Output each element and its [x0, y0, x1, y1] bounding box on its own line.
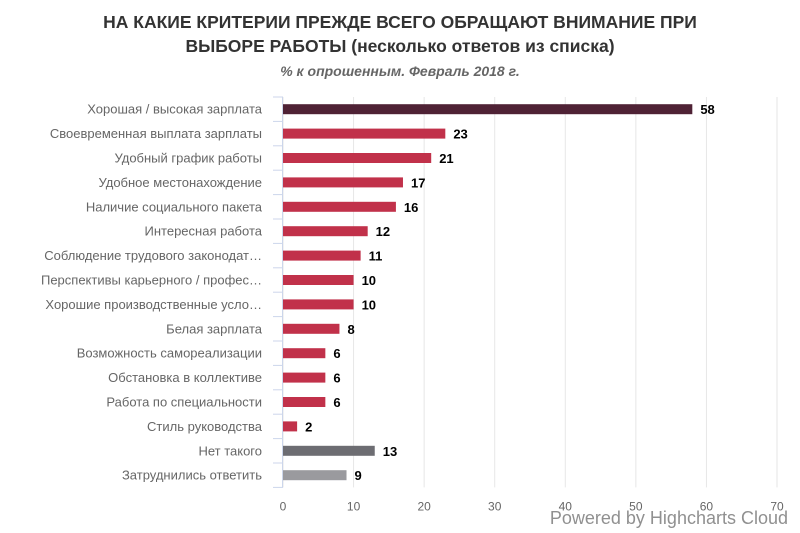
bar: [283, 348, 326, 359]
data-label: 10: [362, 273, 376, 288]
data-label: 13: [383, 444, 397, 459]
category-label: Удобный график работы: [114, 151, 262, 166]
data-label: 6: [333, 371, 340, 386]
chart-subtitle: % к опрошенным. Февраль 2018 г.: [280, 63, 520, 79]
highcharts-credits[interactable]: Powered by Highcharts Cloud: [549, 508, 788, 528]
category-label: Работа по специальности: [106, 395, 262, 410]
category-label: Соблюдение трудового законодат…: [44, 248, 262, 263]
x-tick-label: 60: [700, 499, 714, 513]
bar: [283, 177, 403, 188]
chart-title-line-1: НА КАКИЕ КРИТЕРИИ ПРЕЖДЕ ВСЕГО ОБРАЩАЮТ …: [103, 12, 697, 32]
chart-title: НА КАКИЕ КРИТЕРИИ ПРЕЖДЕ ВСЕГО ОБРАЩАЮТ …: [0, 10, 800, 58]
category-label: Нет такого: [198, 443, 262, 458]
data-label: 17: [411, 175, 425, 190]
bar: [283, 104, 693, 115]
category-label: Обстановка в коллективе: [108, 370, 262, 385]
x-tick-label: 0: [280, 499, 287, 513]
bar: [283, 323, 340, 334]
bar: [283, 275, 354, 285]
category-label: Наличие социального пакета: [86, 199, 263, 214]
x-tick-label: 40: [559, 499, 573, 513]
category-labels: Хорошая / высокая зарплата Своевременная …: [41, 102, 263, 483]
data-label: 16: [404, 200, 418, 215]
bars: [283, 104, 693, 481]
category-label: Хорошие производственные усло…: [45, 297, 262, 312]
x-tick-label: 50: [629, 499, 643, 513]
bar: [283, 470, 347, 481]
x-tick-label: 70: [770, 499, 784, 513]
bar: [283, 250, 361, 261]
data-label: 23: [453, 127, 467, 142]
chart-title-line-2: ВЫБОРЕ РАБОТЫ (несколько ответов из спис…: [185, 36, 615, 56]
data-label: 10: [362, 297, 376, 312]
data-label: 8: [347, 322, 354, 337]
bar: [283, 372, 326, 383]
category-label: Хорошая / высокая зарплата: [87, 102, 263, 117]
bar: [283, 128, 446, 139]
data-label: 21: [439, 151, 453, 166]
category-label: Интересная работа: [145, 224, 263, 239]
data-label: 12: [376, 224, 390, 239]
category-label: Стиль руководства: [147, 419, 263, 434]
category-label: Возможность самореализации: [77, 346, 262, 361]
category-label: Белая зарплата: [166, 321, 263, 336]
data-label: 9: [355, 468, 362, 483]
data-label: 58: [700, 102, 714, 117]
x-axis-tick-labels: 0 10 20 30 40 50 60 70: [280, 499, 784, 513]
bar: [283, 153, 432, 163]
x-tick-label: 20: [417, 499, 431, 513]
data-label: 2: [305, 419, 312, 434]
x-tick-label: 10: [347, 499, 361, 513]
category-label: Своевременная выплата зарплаты: [50, 126, 262, 141]
data-label: 6: [333, 395, 340, 410]
category-label: Удобное местонахождение: [99, 175, 263, 190]
data-label: 11: [369, 249, 383, 264]
x-tick-label: 30: [488, 499, 502, 513]
bar: [283, 226, 368, 237]
bar: [283, 421, 298, 432]
category-label: Затруднились ответить: [122, 468, 262, 483]
bar: [283, 445, 375, 456]
data-label: 6: [333, 346, 340, 361]
bar: [283, 397, 326, 407]
bar: [283, 299, 354, 310]
category-label: Перспективы карьерного / профес…: [41, 273, 262, 288]
bar: [283, 201, 396, 212]
